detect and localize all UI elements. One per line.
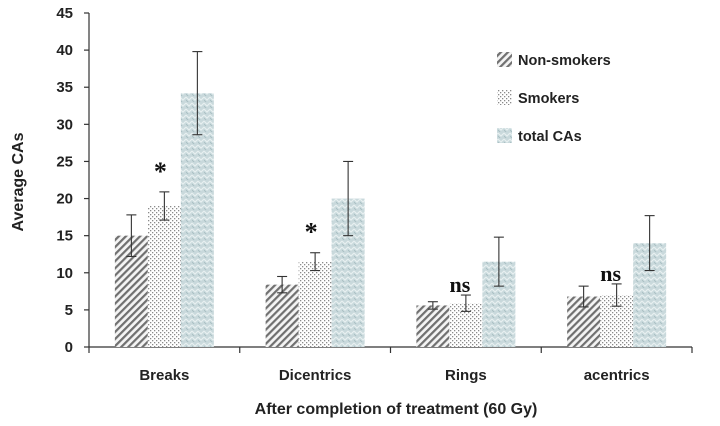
y-tick-label: 35 — [56, 79, 73, 96]
y-tick-label: 25 — [56, 153, 73, 170]
bar — [265, 284, 299, 347]
y-tick-label: 0 — [65, 339, 73, 356]
y-tick-label: 45 — [56, 5, 73, 22]
legend-swatch — [497, 52, 512, 67]
significance-annotations: * * ns ns — [154, 157, 622, 297]
legend-swatch — [497, 90, 512, 105]
category-label: Breaks — [139, 367, 189, 384]
bars — [114, 93, 667, 347]
y-tick-label: 15 — [56, 228, 73, 245]
significance-label: ns — [449, 272, 470, 297]
y-tick-label: 30 — [56, 116, 73, 133]
category-label: Rings — [445, 367, 487, 384]
y-tick-label: 20 — [56, 191, 73, 208]
significance-label: ns — [600, 261, 621, 286]
y-tick-label: 5 — [65, 302, 73, 319]
legend-label: total CAs — [518, 129, 582, 145]
bar — [416, 305, 450, 347]
x-ticks: Breaks Dicentrics Rings acentrics — [88, 347, 693, 384]
category-label: Dicentrics — [279, 367, 352, 384]
y-tick-label: 40 — [56, 42, 73, 59]
legend: Non-smokers Smokers total CAs — [497, 52, 611, 145]
legend-swatch — [497, 128, 512, 143]
significance-label: * — [154, 157, 167, 186]
bar — [180, 93, 214, 347]
legend-label: Smokers — [518, 91, 579, 107]
significance-label: * — [305, 218, 318, 247]
x-axis-title: After completion of treatment (60 Gy) — [255, 401, 538, 418]
legend-label: Non-smokers — [518, 53, 611, 69]
bar — [147, 205, 181, 347]
y-tick-label: 10 — [56, 265, 73, 282]
category-label: acentrics — [584, 367, 650, 384]
bar — [298, 261, 332, 347]
y-axis-title: Average CAs — [10, 132, 27, 231]
y-ticks: 0 5 10 15 20 25 30 35 40 45 — [56, 5, 89, 356]
error-bars — [126, 51, 655, 312]
